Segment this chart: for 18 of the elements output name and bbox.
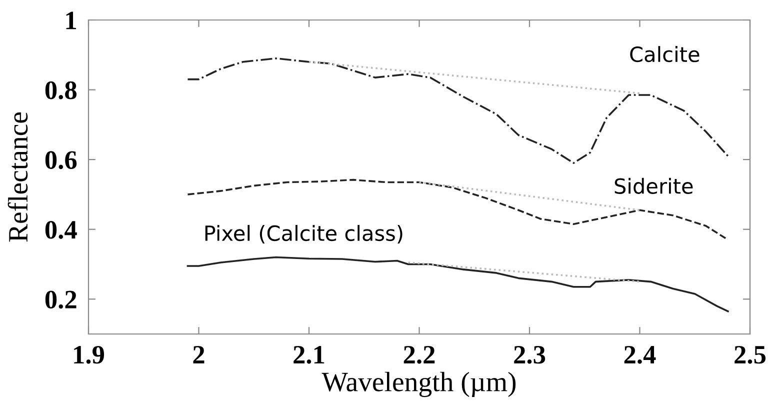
x-tick-label: 2.1 <box>294 346 324 364</box>
y-tick-label: 0.2 <box>45 290 76 309</box>
x-tick-label: 2.3 <box>514 346 546 364</box>
y-tick-label: 0.4 <box>45 220 77 239</box>
series-label: Calcite <box>630 46 700 62</box>
y-tick-label: 0.8 <box>45 81 77 100</box>
x-tick-label: 2.5 <box>734 346 766 364</box>
series-label: Siderite <box>614 178 693 194</box>
y-axis-title: Reflectance <box>8 112 28 242</box>
x-tick-label: 1.9 <box>74 346 104 364</box>
x-tick-label: 2.2 <box>404 346 435 364</box>
x-tick-label: 2 <box>193 346 204 364</box>
x-axis-title: Wavelength (µm) <box>322 372 516 398</box>
line-series <box>186 256 729 312</box>
y-tick-label: 0.6 <box>45 151 77 170</box>
x-tick-label: 2.4 <box>624 346 656 364</box>
y-tick-label: 1 <box>66 12 76 30</box>
series-label: Pixel (Calcite class) <box>205 224 402 244</box>
